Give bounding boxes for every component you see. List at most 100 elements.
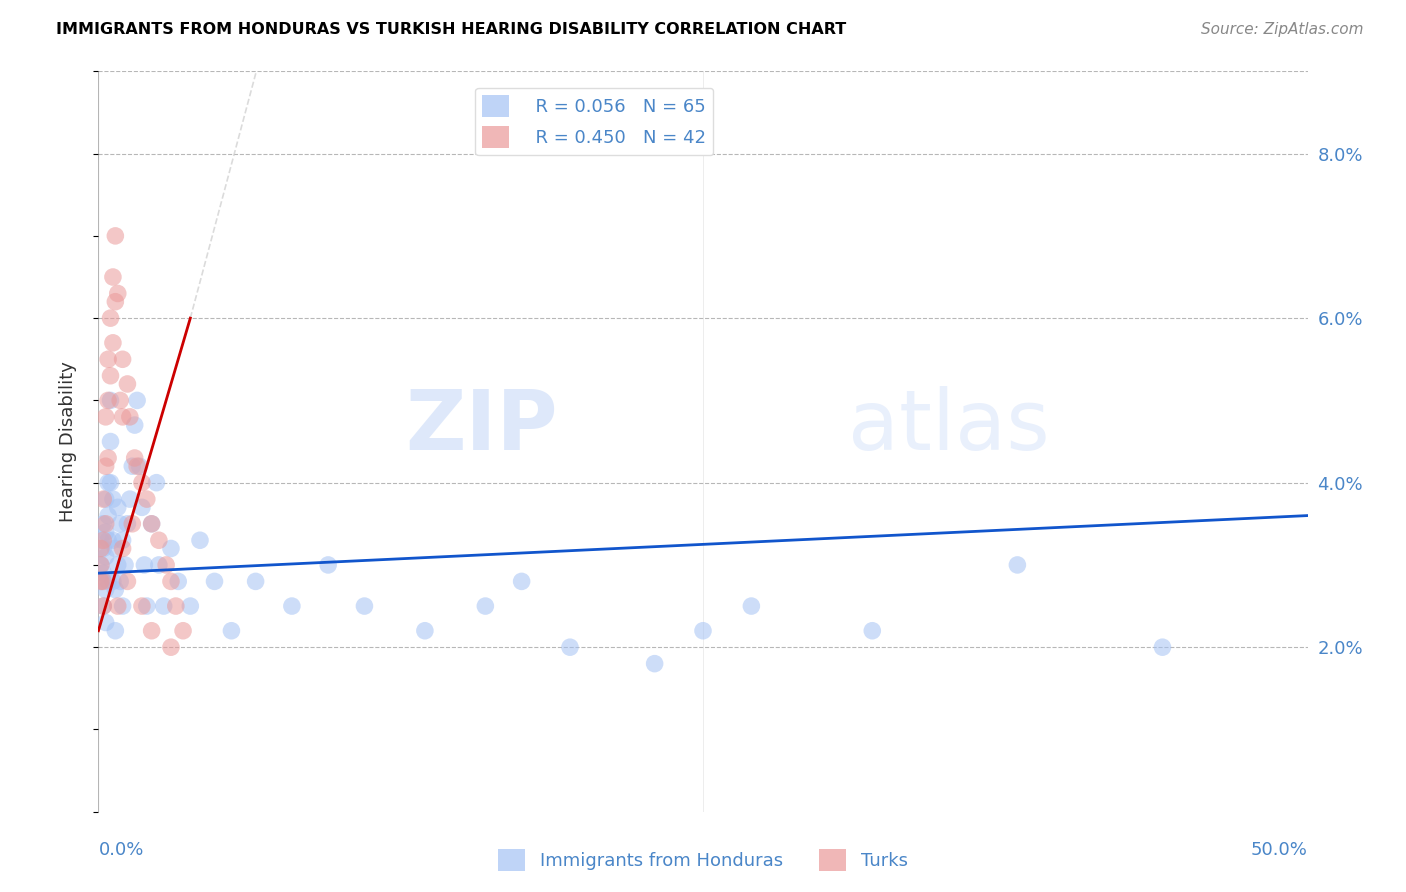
Point — [117, 376, 139, 391]
Point — [91, 516, 114, 531]
Text: atlas: atlas — [848, 386, 1050, 467]
Point — [94, 615, 117, 630]
Point — [104, 541, 127, 556]
Point — [90, 533, 112, 548]
Point — [860, 624, 883, 638]
Point — [91, 599, 114, 613]
Point — [100, 434, 122, 449]
Text: 50.0%: 50.0% — [1251, 841, 1308, 859]
Legend:   R = 0.056   N = 65,   R = 0.450   N = 42: R = 0.056 N = 65, R = 0.450 N = 42 — [475, 87, 713, 155]
Point — [104, 294, 127, 309]
Point — [94, 409, 117, 424]
Point — [90, 541, 112, 556]
Point — [91, 492, 114, 507]
Text: Source: ZipAtlas.com: Source: ZipAtlas.com — [1201, 22, 1364, 37]
Point — [135, 599, 157, 613]
Y-axis label: Hearing Disability: Hearing Disability — [59, 361, 77, 522]
Point — [104, 582, 127, 597]
Point — [148, 533, 170, 548]
Point — [94, 582, 117, 597]
Point — [167, 574, 190, 589]
Point — [172, 624, 194, 638]
Point — [108, 574, 131, 589]
Point — [97, 352, 120, 367]
Point — [97, 475, 120, 490]
Point — [413, 624, 436, 638]
Point — [127, 393, 149, 408]
Point — [111, 599, 134, 613]
Point — [111, 541, 134, 556]
Point — [91, 599, 114, 613]
Point — [90, 574, 112, 589]
Point — [1152, 640, 1174, 655]
Point — [118, 492, 141, 507]
Point — [97, 533, 120, 548]
Point — [94, 549, 117, 564]
Point — [91, 533, 114, 548]
Point — [124, 450, 146, 465]
Point — [100, 311, 122, 326]
Point — [108, 393, 131, 408]
Point — [160, 574, 183, 589]
Point — [94, 524, 117, 539]
Point — [97, 508, 120, 523]
Point — [100, 393, 122, 408]
Point — [90, 558, 112, 572]
Point — [117, 516, 139, 531]
Point — [111, 533, 134, 548]
Point — [111, 409, 134, 424]
Point — [510, 574, 533, 589]
Point — [165, 599, 187, 613]
Point — [316, 558, 339, 572]
Point — [134, 558, 156, 572]
Point — [131, 599, 153, 613]
Point — [204, 574, 226, 589]
Text: ZIP: ZIP — [405, 386, 558, 467]
Point — [104, 228, 127, 243]
Point — [101, 270, 124, 285]
Point — [97, 393, 120, 408]
Point — [108, 516, 131, 531]
Point — [127, 459, 149, 474]
Point — [148, 558, 170, 572]
Point — [1007, 558, 1029, 572]
Point — [101, 533, 124, 548]
Point — [245, 574, 267, 589]
Point — [101, 574, 124, 589]
Point — [117, 574, 139, 589]
Point — [281, 599, 304, 613]
Point — [107, 558, 129, 572]
Point — [114, 558, 136, 572]
Point — [135, 492, 157, 507]
Point — [141, 516, 163, 531]
Point — [179, 599, 201, 613]
Point — [131, 500, 153, 515]
Point — [121, 459, 143, 474]
Point — [188, 533, 211, 548]
Point — [558, 640, 581, 655]
Point — [107, 599, 129, 613]
Point — [101, 492, 124, 507]
Point — [740, 599, 762, 613]
Point — [121, 516, 143, 531]
Point — [107, 286, 129, 301]
Point — [128, 459, 150, 474]
Point — [145, 475, 167, 490]
Point — [100, 368, 122, 383]
Point — [155, 558, 177, 572]
Point — [111, 352, 134, 367]
Text: 0.0%: 0.0% — [98, 841, 143, 859]
Point — [91, 574, 114, 589]
Point — [124, 418, 146, 433]
Point — [101, 335, 124, 350]
Point — [160, 541, 183, 556]
Point — [353, 599, 375, 613]
Point — [118, 409, 141, 424]
Point — [131, 475, 153, 490]
Point — [141, 624, 163, 638]
Text: IMMIGRANTS FROM HONDURAS VS TURKISH HEARING DISABILITY CORRELATION CHART: IMMIGRANTS FROM HONDURAS VS TURKISH HEAR… — [56, 22, 846, 37]
Point — [91, 541, 114, 556]
Point — [474, 599, 496, 613]
Point — [221, 624, 243, 638]
Point — [160, 640, 183, 655]
